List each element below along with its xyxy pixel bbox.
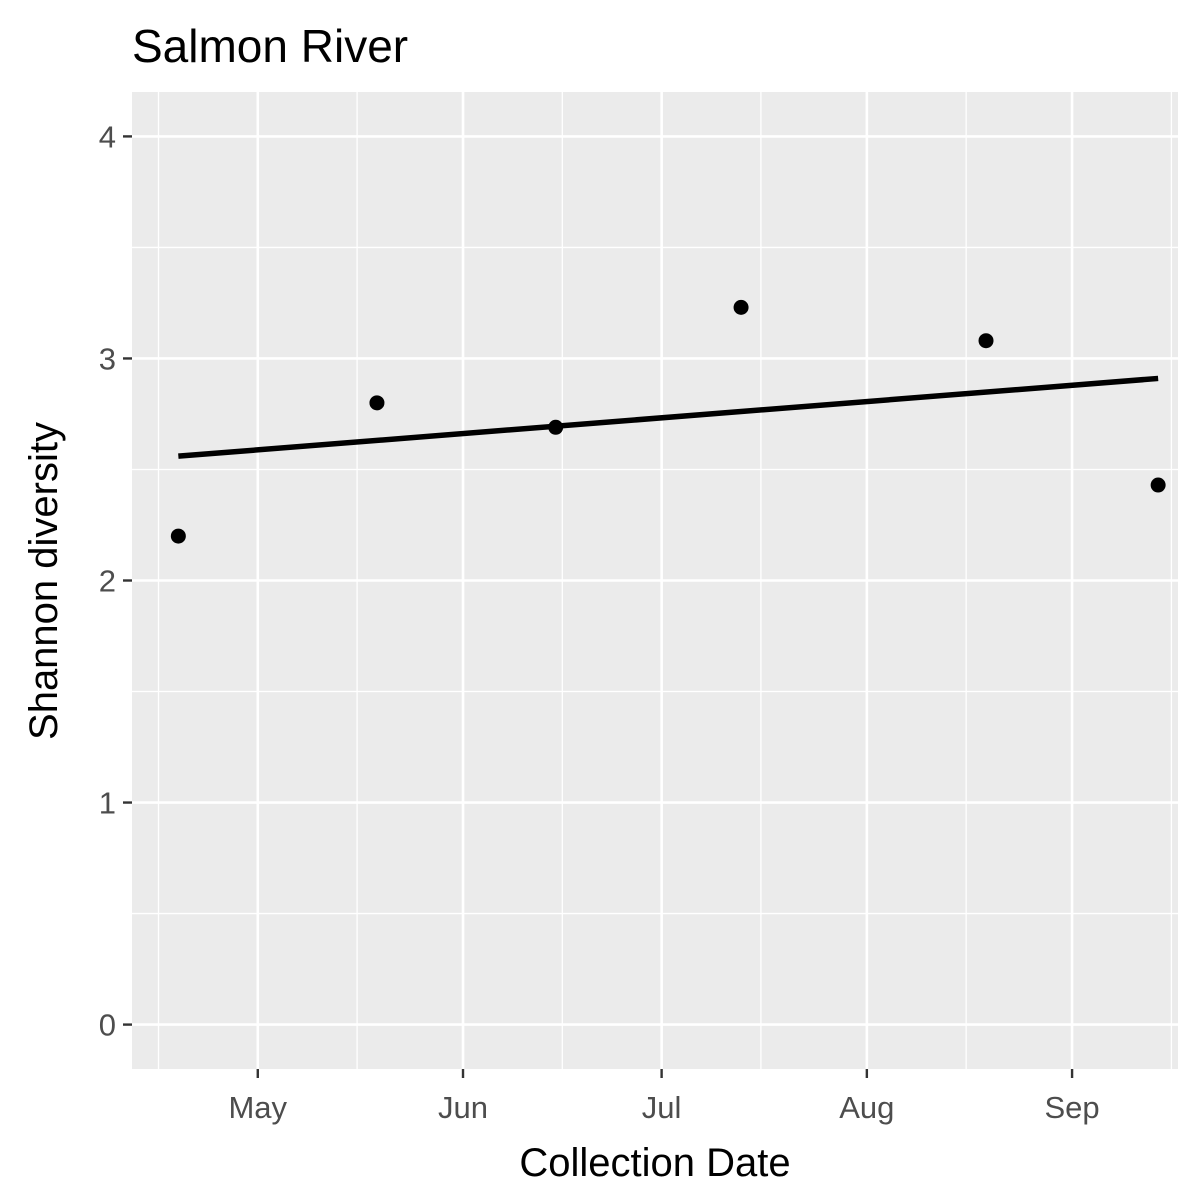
grid-major: [132, 92, 1178, 1069]
x-axis-title: Collection Date: [519, 1141, 790, 1185]
x-tick-label: Jun: [438, 1090, 488, 1125]
y-tick-label: 4: [99, 119, 116, 154]
data-point: [733, 299, 749, 315]
trend-layer: [178, 375, 1159, 459]
data-point: [548, 419, 564, 435]
y-axis: 0 1 2 3 4: [99, 119, 132, 1043]
x-tick-label: May: [228, 1090, 287, 1125]
y-tick-label: 0: [99, 1008, 116, 1043]
y-axis-title: Shannon diversity: [22, 422, 66, 740]
points-layer: [170, 299, 1166, 544]
x-tick-label: Sep: [1044, 1090, 1099, 1125]
x-tick-label: Jul: [642, 1090, 682, 1125]
x-tick-label: Aug: [839, 1090, 894, 1125]
data-point: [170, 528, 186, 544]
x-axis: May Jun Jul Aug Sep: [228, 1069, 1100, 1125]
y-tick-label: 1: [99, 786, 116, 821]
y-tick-label: 3: [99, 341, 116, 376]
data-point: [369, 395, 385, 411]
trend-line: [178, 375, 1159, 459]
data-point: [978, 333, 994, 349]
y-tick-label: 2: [99, 564, 116, 599]
data-point: [1150, 477, 1166, 493]
chart-title: Salmon River: [132, 20, 408, 72]
